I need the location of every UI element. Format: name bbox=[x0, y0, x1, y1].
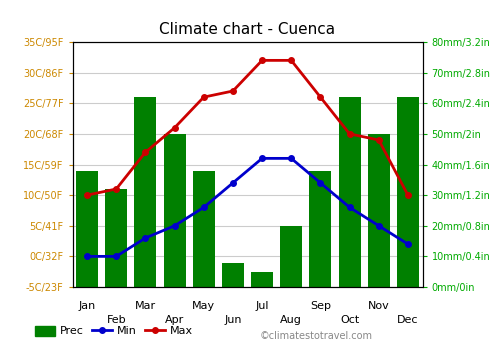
Text: Jan: Jan bbox=[78, 301, 96, 311]
Text: Jul: Jul bbox=[256, 301, 269, 311]
Text: Dec: Dec bbox=[397, 315, 418, 325]
Bar bbox=[76, 171, 98, 287]
Text: Oct: Oct bbox=[340, 315, 359, 325]
Bar bbox=[310, 171, 332, 287]
Text: ©climatestotravel.com: ©climatestotravel.com bbox=[260, 331, 373, 341]
Bar bbox=[222, 262, 244, 287]
Bar bbox=[368, 134, 390, 287]
Bar bbox=[164, 134, 186, 287]
Text: Feb: Feb bbox=[106, 315, 126, 325]
Bar bbox=[193, 171, 214, 287]
Text: Nov: Nov bbox=[368, 301, 390, 311]
Text: May: May bbox=[192, 301, 216, 311]
Bar bbox=[106, 189, 127, 287]
Bar bbox=[280, 226, 302, 287]
Bar bbox=[134, 97, 156, 287]
Text: Mar: Mar bbox=[135, 301, 156, 311]
Legend: Prec, Min, Max: Prec, Min, Max bbox=[30, 321, 198, 341]
Bar bbox=[338, 97, 360, 287]
Text: Sep: Sep bbox=[310, 301, 331, 311]
Text: Aug: Aug bbox=[280, 315, 302, 325]
Text: Apr: Apr bbox=[165, 315, 184, 325]
Bar bbox=[397, 97, 419, 287]
Bar bbox=[251, 272, 273, 287]
Text: Jun: Jun bbox=[224, 315, 242, 325]
Title: Climate chart - Cuenca: Climate chart - Cuenca bbox=[160, 22, 336, 37]
